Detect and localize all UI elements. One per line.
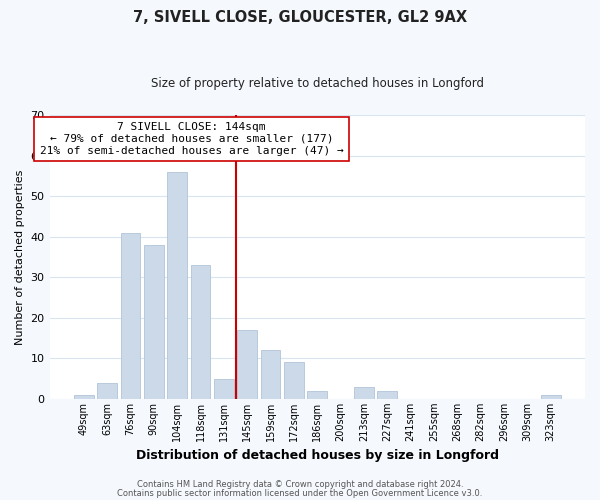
X-axis label: Distribution of detached houses by size in Longford: Distribution of detached houses by size … [136, 450, 499, 462]
Text: 7, SIVELL CLOSE, GLOUCESTER, GL2 9AX: 7, SIVELL CLOSE, GLOUCESTER, GL2 9AX [133, 10, 467, 25]
Y-axis label: Number of detached properties: Number of detached properties [15, 170, 25, 345]
Bar [97, 382, 117, 399]
Bar [354, 386, 374, 399]
Text: 7 SIVELL CLOSE: 144sqm
← 79% of detached houses are smaller (177)
21% of semi-de: 7 SIVELL CLOSE: 144sqm ← 79% of detached… [40, 122, 343, 156]
Bar [121, 233, 140, 399]
Bar [260, 350, 280, 399]
Bar [307, 391, 327, 399]
Bar [144, 245, 164, 399]
Bar [167, 172, 187, 399]
Bar [377, 391, 397, 399]
Bar [191, 265, 211, 399]
Text: Contains public sector information licensed under the Open Government Licence v3: Contains public sector information licen… [118, 488, 482, 498]
Bar [74, 395, 94, 399]
Title: Size of property relative to detached houses in Longford: Size of property relative to detached ho… [151, 78, 484, 90]
Bar [238, 330, 257, 399]
Bar [284, 362, 304, 399]
Bar [541, 395, 560, 399]
Text: Contains HM Land Registry data © Crown copyright and database right 2024.: Contains HM Land Registry data © Crown c… [137, 480, 463, 489]
Bar [214, 378, 234, 399]
